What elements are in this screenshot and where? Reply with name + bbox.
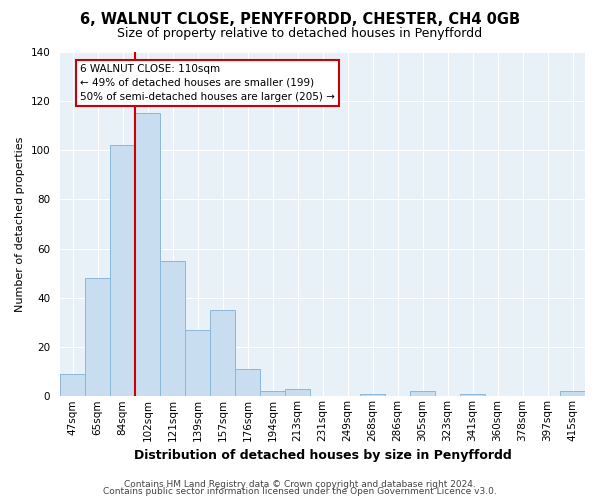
Bar xyxy=(235,369,260,396)
Y-axis label: Number of detached properties: Number of detached properties xyxy=(15,136,25,312)
Text: Contains HM Land Registry data © Crown copyright and database right 2024.: Contains HM Land Registry data © Crown c… xyxy=(124,480,476,489)
Bar xyxy=(60,374,85,396)
X-axis label: Distribution of detached houses by size in Penyffordd: Distribution of detached houses by size … xyxy=(134,450,511,462)
Bar xyxy=(85,278,110,396)
Bar xyxy=(185,330,210,396)
Text: Contains public sector information licensed under the Open Government Licence v3: Contains public sector information licen… xyxy=(103,487,497,496)
Text: 6, WALNUT CLOSE, PENYFFORDD, CHESTER, CH4 0GB: 6, WALNUT CLOSE, PENYFFORDD, CHESTER, CH… xyxy=(80,12,520,28)
Bar xyxy=(285,389,310,396)
Bar xyxy=(560,392,585,396)
Bar xyxy=(210,310,235,396)
Bar xyxy=(410,392,435,396)
Text: 6 WALNUT CLOSE: 110sqm
← 49% of detached houses are smaller (199)
50% of semi-de: 6 WALNUT CLOSE: 110sqm ← 49% of detached… xyxy=(80,64,335,102)
Text: Size of property relative to detached houses in Penyffordd: Size of property relative to detached ho… xyxy=(118,28,482,40)
Bar xyxy=(360,394,385,396)
Bar xyxy=(260,392,285,396)
Bar xyxy=(110,145,135,397)
Bar xyxy=(160,261,185,396)
Bar xyxy=(460,394,485,396)
Bar xyxy=(135,113,160,397)
